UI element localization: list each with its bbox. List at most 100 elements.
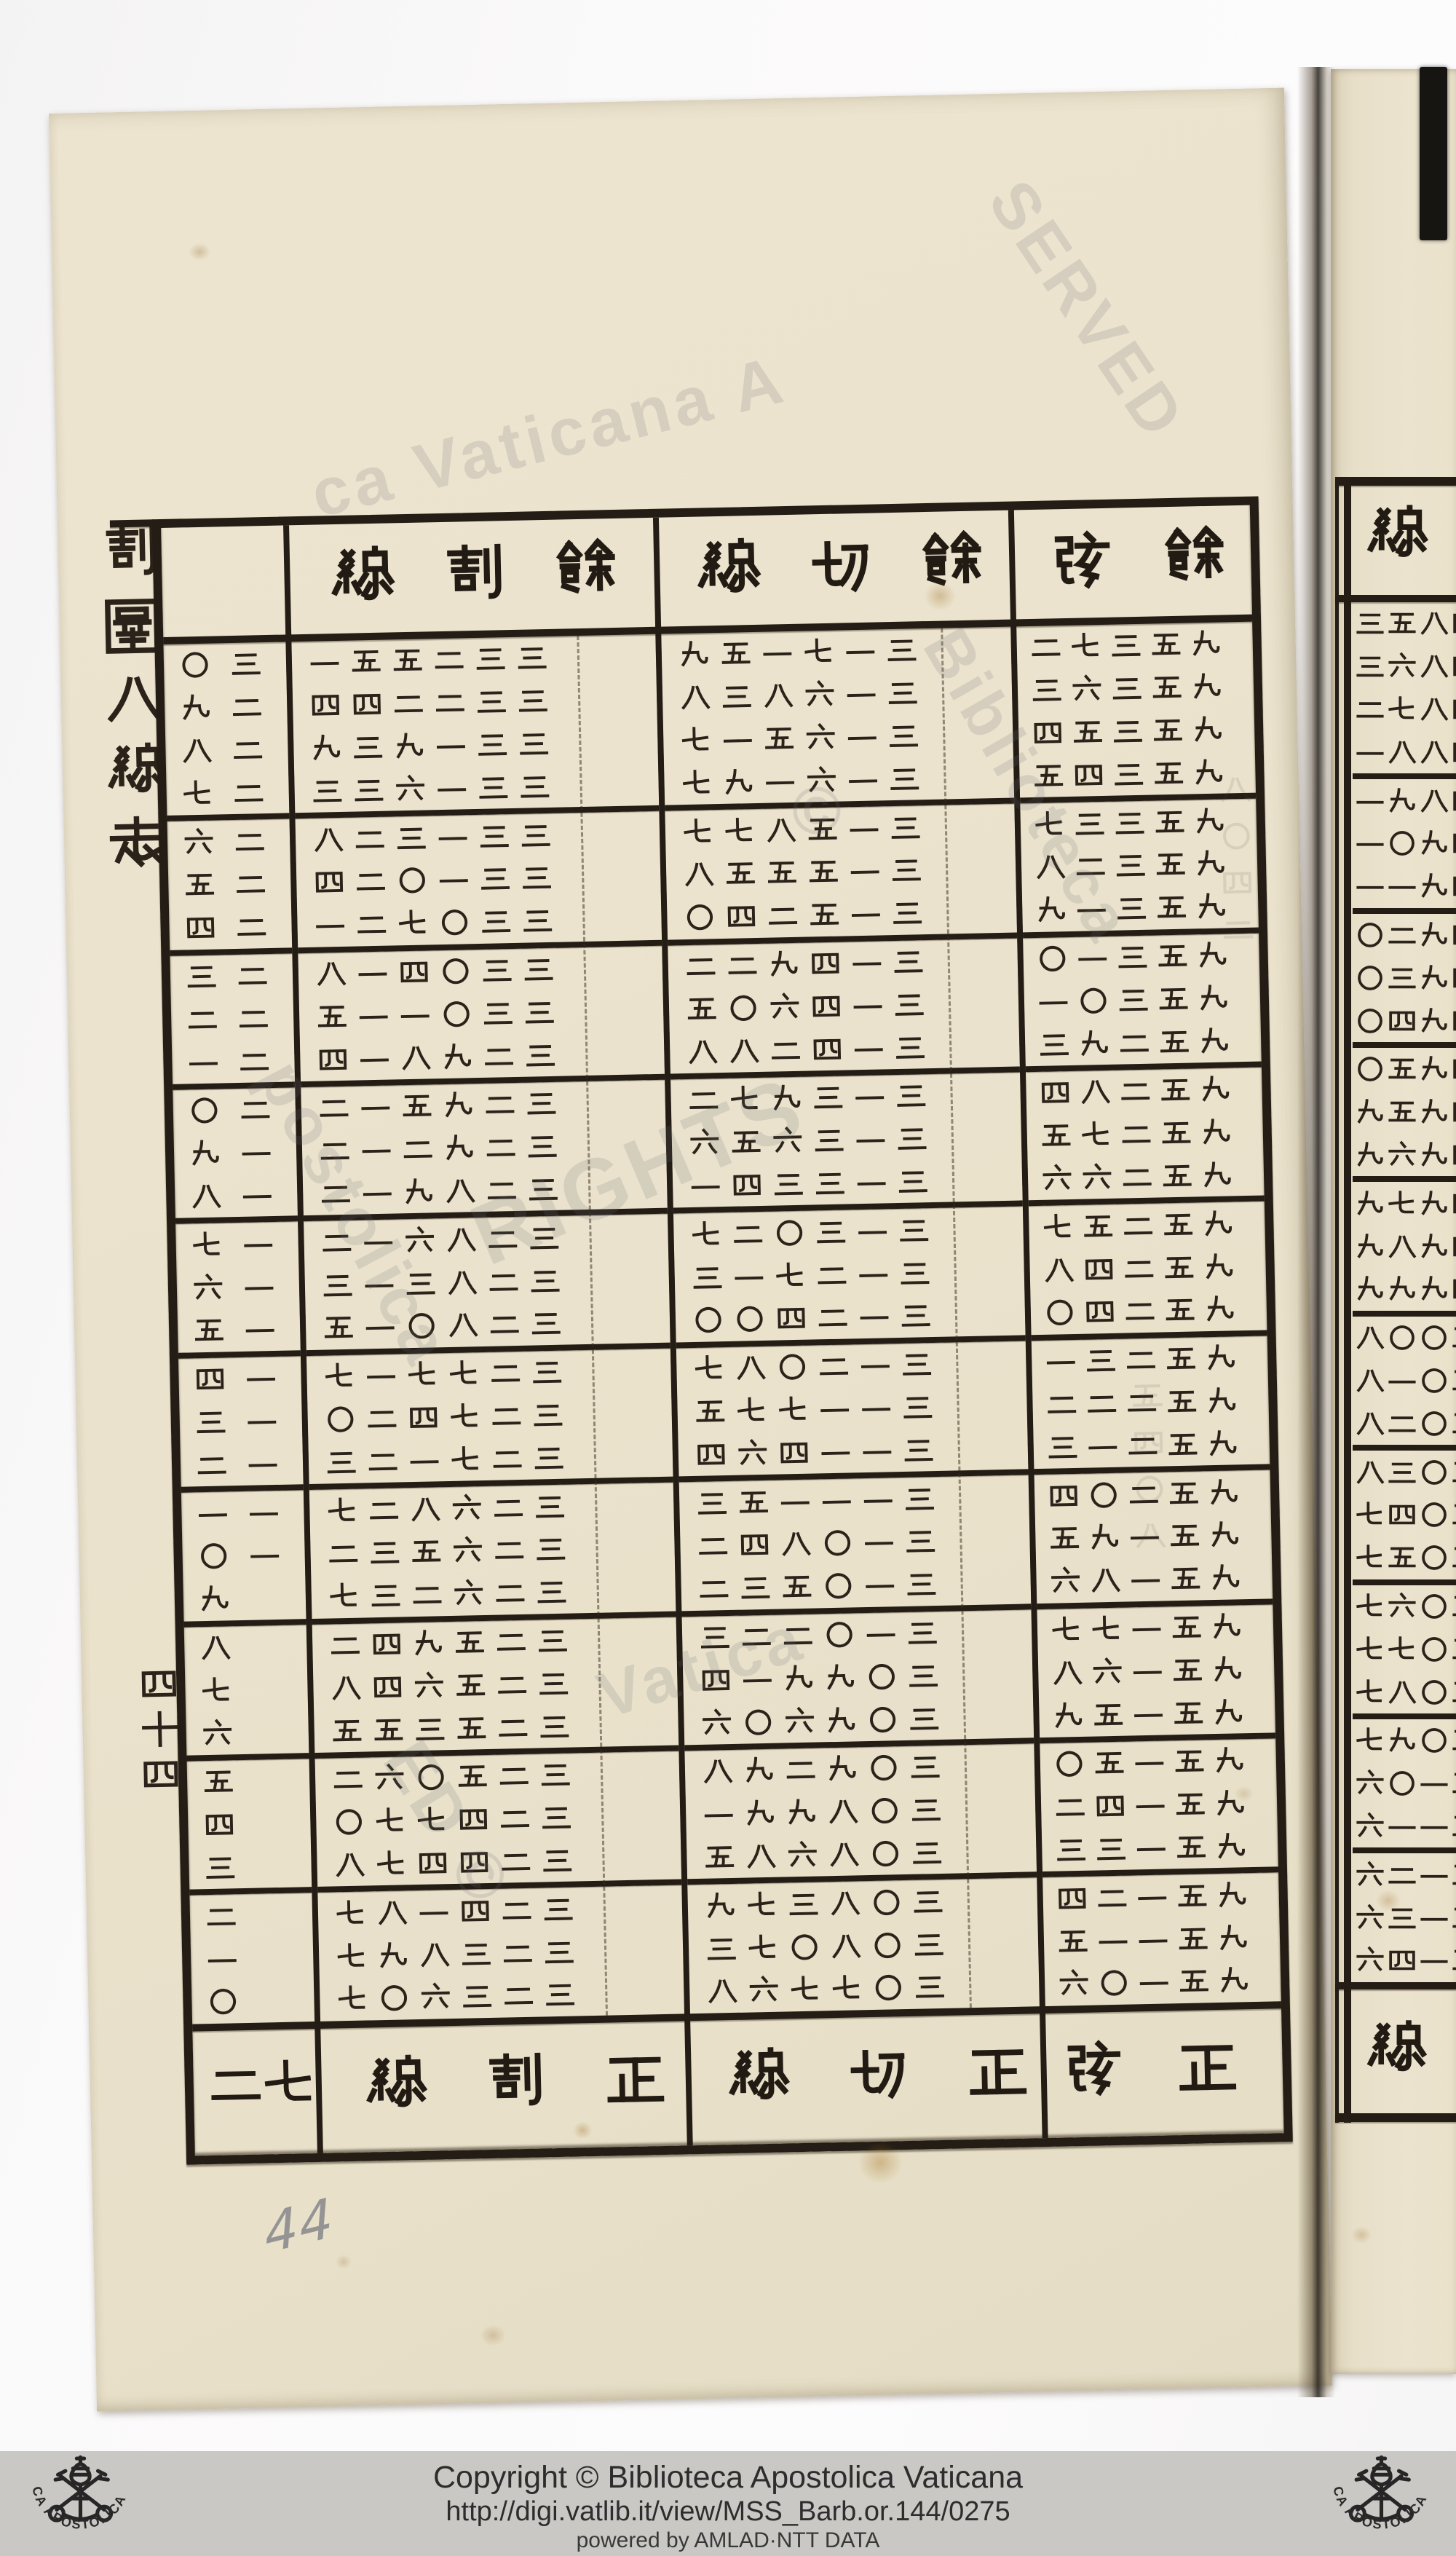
cjk-glyph [1356,886,1384,889]
cjk-glyph [769,992,799,1019]
table-block [317,1885,684,2021]
cjk-glyph [824,1530,850,1556]
cjk-glyph [1217,1833,1245,1859]
minutes-line [180,1442,303,1487]
cjk-glyph [329,1582,357,1607]
cjk-glyph [373,1719,403,1740]
cjk-glyph [448,1313,478,1338]
cjk-glyph [847,693,876,698]
cjk-glyph [196,1368,224,1390]
cjk-glyph [895,1036,925,1059]
cjk-glyph [695,1307,721,1333]
cjk-glyph [851,913,880,918]
cjk-glyph [697,1492,727,1515]
cjk-glyph [237,919,266,936]
cjk-glyph [331,1676,361,1700]
cjk-glyph [789,1893,818,1915]
cjk-glyph [542,1850,571,1872]
cjk-glyph [1388,1191,1415,1214]
cjk-glyph [405,1178,432,1204]
cjk-glyph [1166,1299,1195,1321]
cjk-glyph [357,916,386,934]
table-line [311,1568,676,1618]
cjk-glyph [1214,1698,1242,1725]
cjk-glyph [689,1092,718,1110]
cjk-glyph [241,1102,270,1119]
cjk-glyph [487,1182,516,1199]
cjk-glyph [248,1420,277,1424]
table-line [1353,688,1456,731]
cjk-glyph [401,1046,431,1070]
cjk-glyph [1422,1411,1447,1436]
cjk-glyph [1040,1033,1069,1056]
cjk-glyph [1389,1505,1415,1525]
cjk-glyph [1120,1083,1150,1101]
cjk-glyph [1453,1011,1456,1030]
cjk-glyph [521,824,550,847]
minutes-line [167,819,290,864]
cjk-glyph [1421,1099,1447,1124]
table-line [664,755,1014,805]
cjk-glyph [813,1087,842,1109]
cjk-glyph [815,1172,844,1195]
cjk-glyph [788,1799,815,1825]
cjk-glyph [317,961,346,987]
footer-bar: Copyright © Biblioteca Apostolica Vatica… [0,2451,1456,2556]
cjk-glyph [1356,800,1384,804]
cjk-glyph [729,2047,791,2099]
cjk-glyph [728,957,757,974]
cjk-glyph [235,833,264,851]
cjk-glyph [491,1408,521,1425]
cjk-glyph [1422,1368,1447,1393]
cjk-glyph [1388,741,1417,764]
cjk-glyph [1091,1482,1117,1508]
cjk-glyph [1452,1547,1456,1568]
minutes-line [163,642,286,687]
cjk-glyph [699,1580,728,1598]
cjk-glyph [1129,1486,1158,1504]
cjk-glyph [1388,1380,1416,1384]
cjk-glyph [1453,925,1456,945]
cjk-glyph [1113,721,1142,743]
cjk-glyph [746,1799,774,1826]
cjk-glyph [1422,1636,1447,1662]
cjk-glyph [478,734,507,756]
cjk-glyph [1421,922,1447,947]
cjk-glyph [908,1622,937,1644]
table-line [304,1257,669,1307]
facing-page-sliver [1331,69,1456,2374]
minutes-line [176,1264,299,1309]
cjk-glyph [1356,1545,1382,1568]
cjk-glyph [414,1630,442,1656]
cjk-glyph [695,1400,724,1422]
table-block [183,1624,309,1762]
cjk-glyph [352,650,381,672]
cjk-glyph [733,1226,762,1243]
cjk-glyph [724,817,752,841]
cjk-glyph [539,1673,568,1695]
cjk-glyph [909,1665,938,1687]
cjk-glyph [1421,1276,1447,1301]
cjk-glyph [893,902,922,925]
cjk-glyph [914,1890,943,1913]
table-block [1025,1067,1265,1207]
table-line [293,677,657,727]
table-line [1353,1585,1456,1628]
cjk-glyph [1200,985,1227,1011]
cjk-glyph [829,1842,859,1867]
cjk-glyph [721,642,751,665]
cjk-glyph [1420,741,1449,764]
cjk-glyph [892,859,921,882]
cjk-glyph [1124,1261,1153,1278]
cjk-glyph [1420,789,1449,813]
cjk-glyph [1220,1967,1248,1993]
cjk-glyph [1112,635,1141,657]
cjk-glyph [1388,928,1416,944]
cjk-glyph [1366,2020,1428,2072]
table-block [1353,779,1456,914]
cjk-glyph [1076,859,1105,876]
cjk-glyph [1176,1793,1205,1815]
cjk-glyph [528,1136,557,1158]
cjk-glyph [901,1262,929,1285]
